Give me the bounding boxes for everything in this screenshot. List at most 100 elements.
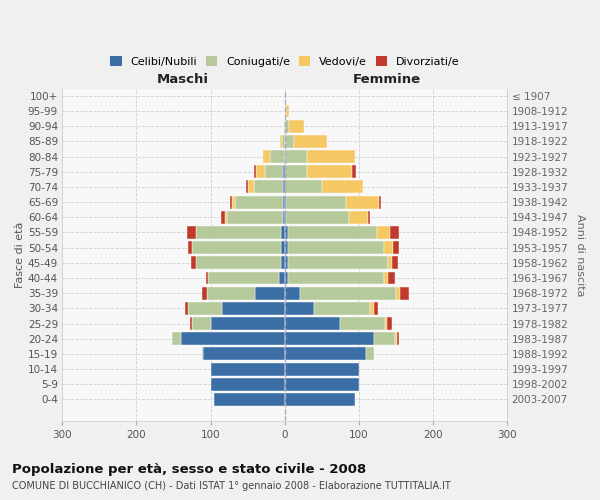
Bar [286,104,289,118]
Bar [281,256,285,270]
Bar [285,180,322,194]
Bar [263,150,270,163]
Bar [192,317,211,330]
Bar [288,241,384,254]
Bar [397,332,399,345]
Bar [190,317,192,330]
Bar [352,166,356,178]
Bar [307,166,352,178]
Bar [254,166,256,178]
Bar [285,286,299,300]
Bar [288,256,388,270]
Bar [387,317,392,330]
Bar [285,256,288,270]
Bar [221,211,225,224]
Bar [286,196,346,208]
Bar [283,211,285,224]
Text: COMUNE DI BUCCHIANICO (CH) - Dati ISTAT 1° gennaio 2008 - Elaborazione TUTTITALI: COMUNE DI BUCCHIANICO (CH) - Dati ISTAT … [12,481,451,491]
Bar [285,317,340,330]
Legend: Celibi/Nubili, Coniugati/e, Vedovi/e, Divorziati/e: Celibi/Nubili, Coniugati/e, Vedovi/e, Di… [106,52,464,72]
Bar [222,302,285,315]
Bar [192,241,281,254]
Bar [285,272,288,284]
Y-axis label: Anni di nascita: Anni di nascita [575,214,585,296]
Bar [214,393,285,406]
Bar [388,256,392,270]
Bar [285,393,355,406]
Bar [285,378,359,390]
Bar [367,348,374,360]
Bar [265,166,283,178]
Bar [374,302,379,315]
Bar [282,135,285,148]
Bar [235,196,283,208]
Bar [285,120,289,132]
Bar [254,180,283,194]
Bar [225,211,227,224]
Bar [384,272,388,284]
Bar [181,332,285,345]
Bar [206,272,208,284]
Bar [211,317,285,330]
Bar [285,150,307,163]
Bar [285,211,286,224]
Bar [289,120,304,132]
Bar [349,211,368,224]
Bar [384,241,393,254]
Bar [285,196,286,208]
Bar [314,302,370,315]
Bar [374,332,395,345]
Bar [393,241,399,254]
Bar [370,302,374,315]
Bar [385,317,387,330]
Bar [377,226,390,239]
Bar [191,256,196,270]
Bar [390,226,399,239]
Bar [188,302,222,315]
Bar [283,166,285,178]
Bar [187,226,196,239]
Bar [246,180,248,194]
Bar [211,362,285,376]
Bar [279,272,285,284]
Bar [285,332,374,345]
Bar [196,256,281,270]
Bar [203,348,285,360]
Bar [284,120,285,132]
Bar [285,226,288,239]
Bar [207,286,255,300]
Bar [256,166,265,178]
Bar [307,150,355,163]
Bar [299,286,396,300]
Text: Femmine: Femmine [353,73,421,86]
Bar [270,150,285,163]
Bar [255,286,285,300]
Bar [285,241,288,254]
Bar [368,211,370,224]
Bar [208,272,279,284]
Y-axis label: Fasce di età: Fasce di età [15,222,25,288]
Bar [188,241,192,254]
Bar [248,180,254,194]
Bar [230,196,232,208]
Bar [285,362,359,376]
Bar [392,256,398,270]
Bar [280,135,282,148]
Bar [395,332,397,345]
Bar [211,378,285,390]
Bar [285,348,367,360]
Bar [288,272,384,284]
Bar [400,286,409,300]
Bar [285,302,314,315]
Bar [285,104,286,118]
Bar [281,226,285,239]
Bar [294,135,327,148]
Bar [227,211,283,224]
Bar [185,302,188,315]
Bar [172,332,181,345]
Bar [346,196,379,208]
Bar [202,348,203,360]
Bar [283,180,285,194]
Bar [196,226,281,239]
Text: Popolazione per età, sesso e stato civile - 2008: Popolazione per età, sesso e stato civil… [12,462,366,475]
